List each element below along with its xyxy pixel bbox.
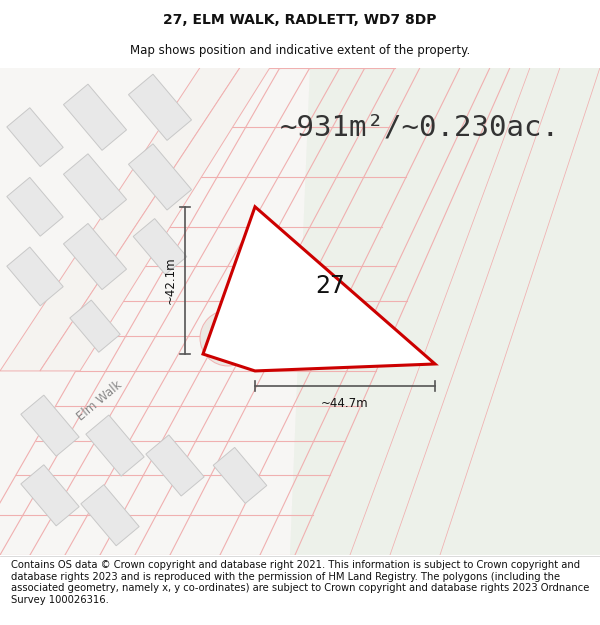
Polygon shape xyxy=(128,144,191,210)
Polygon shape xyxy=(0,68,240,371)
Polygon shape xyxy=(86,415,144,476)
Polygon shape xyxy=(146,435,204,496)
Polygon shape xyxy=(40,68,270,371)
Polygon shape xyxy=(203,207,435,371)
Polygon shape xyxy=(21,395,79,456)
Text: ~42.1m: ~42.1m xyxy=(164,257,177,304)
Text: Elm Walk: Elm Walk xyxy=(75,378,125,423)
Polygon shape xyxy=(7,247,63,306)
Text: Contains OS data © Crown copyright and database right 2021. This information is : Contains OS data © Crown copyright and d… xyxy=(11,560,589,605)
Polygon shape xyxy=(64,84,127,151)
Polygon shape xyxy=(81,484,139,546)
Text: Map shows position and indicative extent of the property.: Map shows position and indicative extent… xyxy=(130,44,470,57)
Polygon shape xyxy=(133,219,187,274)
Polygon shape xyxy=(64,223,127,289)
Text: 27: 27 xyxy=(315,274,345,298)
Polygon shape xyxy=(70,300,120,352)
Polygon shape xyxy=(64,154,127,220)
Polygon shape xyxy=(213,448,267,503)
Polygon shape xyxy=(7,107,63,166)
Polygon shape xyxy=(0,68,250,555)
Polygon shape xyxy=(290,68,600,555)
Polygon shape xyxy=(283,288,337,344)
Polygon shape xyxy=(21,465,79,526)
Polygon shape xyxy=(7,177,63,236)
Circle shape xyxy=(212,322,244,354)
Polygon shape xyxy=(251,226,309,287)
Text: ~931m²/~0.230ac.: ~931m²/~0.230ac. xyxy=(280,113,560,141)
Polygon shape xyxy=(128,74,191,141)
Polygon shape xyxy=(250,68,600,555)
Polygon shape xyxy=(0,68,310,555)
Text: 27, ELM WALK, RADLETT, WD7 8DP: 27, ELM WALK, RADLETT, WD7 8DP xyxy=(163,13,437,28)
Circle shape xyxy=(200,310,256,366)
Text: ~44.7m: ~44.7m xyxy=(321,398,369,410)
